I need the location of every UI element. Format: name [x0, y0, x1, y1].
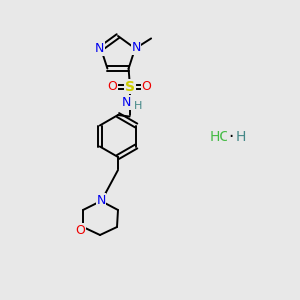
- Text: O: O: [142, 80, 152, 93]
- Text: ·: ·: [228, 128, 233, 146]
- Text: N: N: [122, 96, 131, 109]
- Text: S: S: [124, 80, 135, 94]
- Text: HCl: HCl: [210, 130, 234, 144]
- Text: H: H: [134, 100, 142, 111]
- Text: N: N: [131, 41, 141, 54]
- Text: H: H: [236, 130, 246, 144]
- Text: N: N: [96, 194, 106, 206]
- Text: N: N: [95, 42, 105, 55]
- Text: O: O: [75, 224, 85, 236]
- Text: O: O: [108, 80, 118, 93]
